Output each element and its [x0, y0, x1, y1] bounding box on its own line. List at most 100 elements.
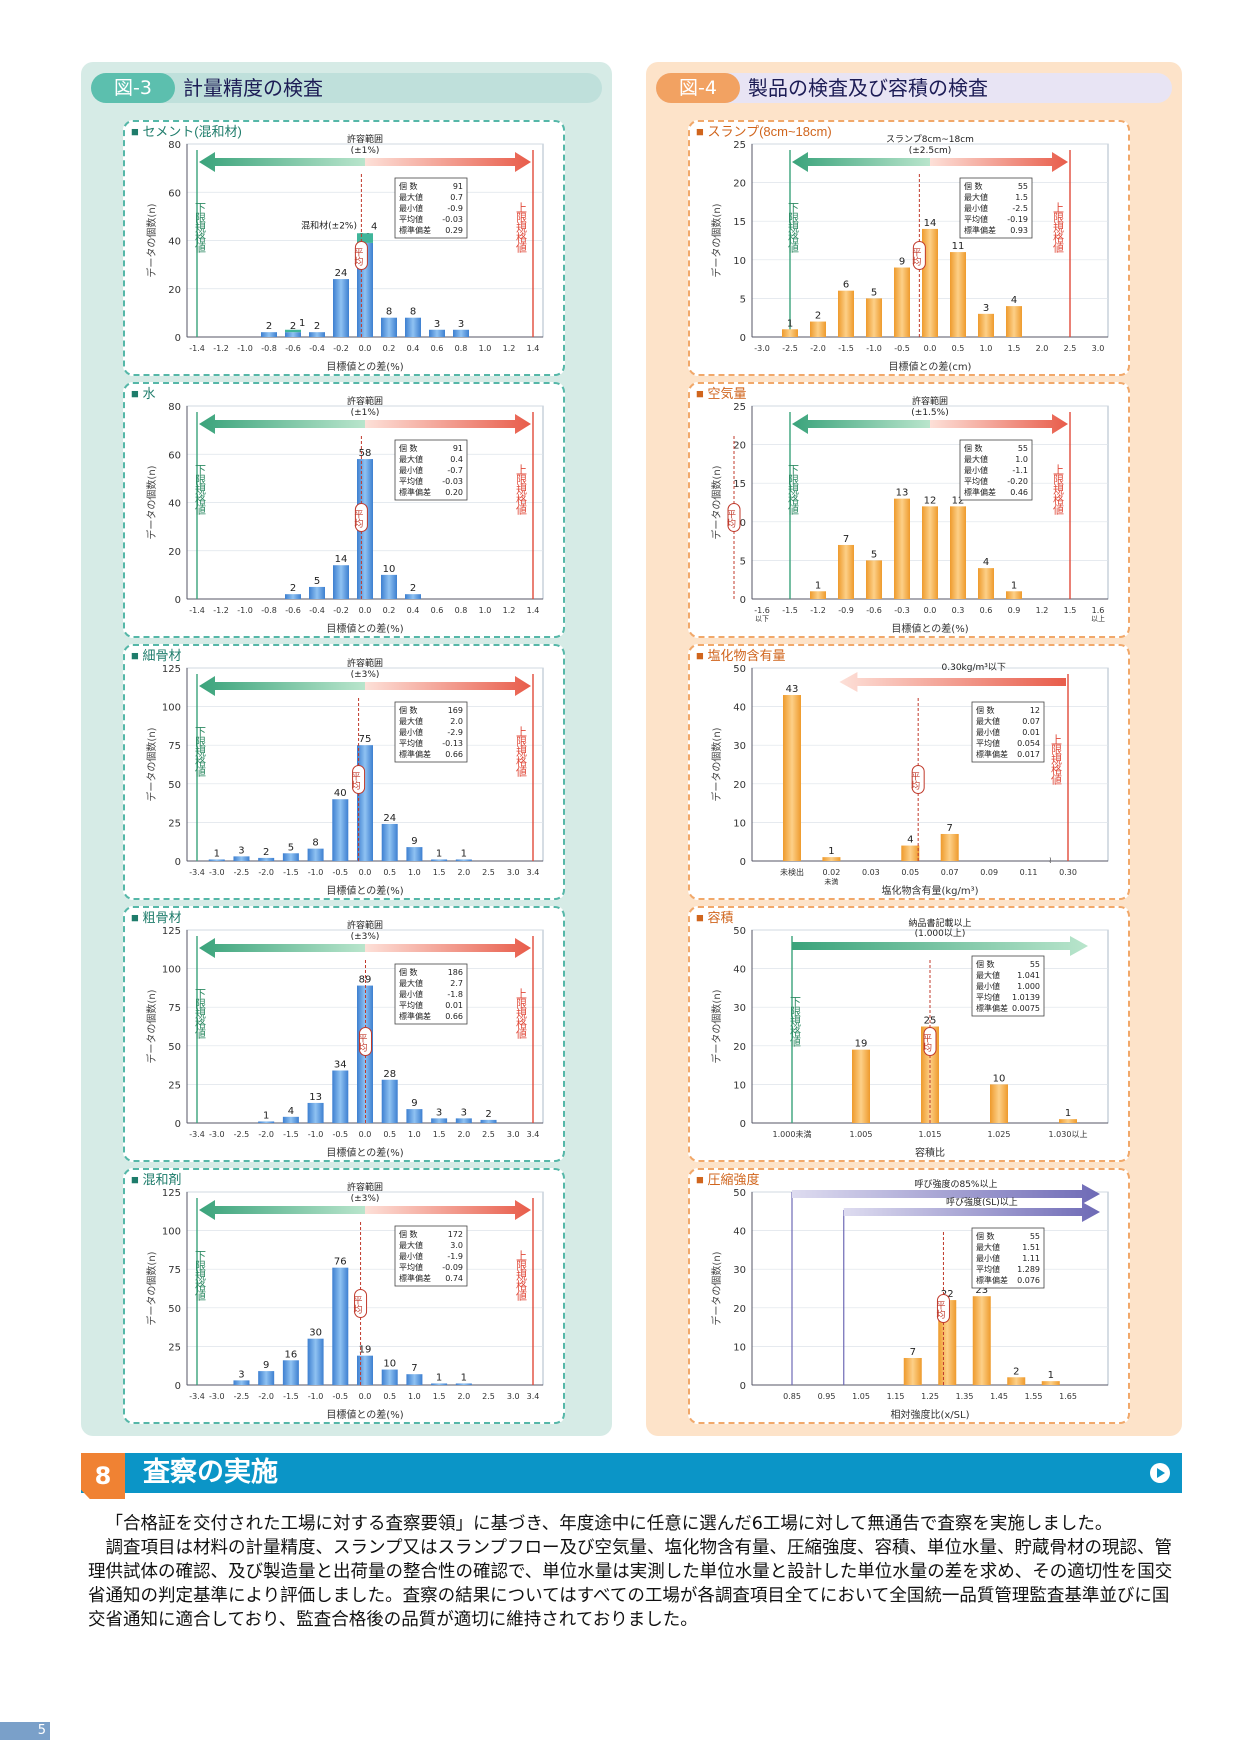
stats-label: 最小値 [976, 1253, 1000, 1263]
bar [282, 1116, 299, 1123]
x-tick-label: 0.0 [359, 1130, 372, 1139]
x-tick-label: -1.2 [810, 606, 826, 615]
x-tick-label: 0.5 [383, 1392, 396, 1401]
range-arrow-left [792, 152, 930, 172]
stats-label: 最大値 [976, 716, 1000, 726]
bar-value-label: 2 [485, 1109, 491, 1120]
stats-value: 0.017 [1017, 750, 1040, 759]
x-tick-label: -1.0 [237, 606, 253, 615]
bar [208, 859, 225, 861]
x-tick-label: -2.0 [258, 868, 274, 877]
y-axis-label: データの個数(n) [710, 989, 723, 1063]
chart-admixture: ■ 混和剤 0 25 50 75 100 125 目標値との差(%) データの個数(n) -3.4… [131, 1172, 544, 1421]
stats-label: 標準偏差 [399, 1273, 431, 1283]
chart-title: ■ 圧縮強度 [696, 1172, 759, 1187]
stats-box [959, 177, 1033, 239]
bar-value-label: 23 [975, 1285, 988, 1296]
stats-label: 標準偏差 [399, 749, 431, 759]
bar-value-label: 8 [410, 307, 416, 318]
limit-arrow-label: 納品書記載以上 [908, 917, 971, 929]
bar-value-label: 11 [952, 241, 965, 252]
bar-value-label: 7 [411, 1363, 417, 1374]
bar [309, 586, 325, 599]
x-tick-label: 1.15 [887, 1392, 905, 1401]
range-sublabel: (±3%) [351, 1194, 380, 1204]
stats-label: 平均値 [976, 992, 1000, 1002]
x-tick-label: 0.5 [383, 1130, 396, 1139]
range-label: 許容範囲 [347, 657, 383, 669]
bar-value-label: 2 [410, 583, 416, 594]
stats-label: 最大値 [964, 454, 988, 464]
x-tick-label: 0.4 [407, 606, 420, 615]
y-tick-label: 50 [733, 664, 746, 675]
stats-box [971, 1227, 1045, 1289]
stats-value: 0.7 [450, 193, 463, 202]
y-tick-label: 40 [733, 965, 746, 976]
stats-value: 1.51 [1022, 1243, 1040, 1252]
bar-value-label: 10 [383, 1359, 396, 1370]
limit-arrow [792, 936, 1088, 956]
play-icon[interactable] [1150, 1463, 1170, 1483]
stats-value: 1.289 [1017, 1265, 1040, 1274]
x-tick-label: -0.5 [332, 1392, 348, 1401]
stats-value: 169 [448, 706, 463, 715]
bar-value-label: 1 [1048, 1370, 1054, 1381]
bar-value-label: 4 [907, 835, 913, 846]
bar-value-label: 4 [983, 557, 989, 568]
y-tick-label: 0 [740, 1381, 746, 1392]
chart-strength: ■ 圧縮強度 0 10 20 30 40 50 相対強度比(x/SL) データの個数(n) 0.8… [696, 1172, 1109, 1421]
x-tick-label: 0.3 [952, 606, 965, 615]
stats-label: 個 数 [399, 181, 418, 191]
stats-label: 標準偏差 [976, 1003, 1008, 1013]
lower-limit-label: 下限規格値 [194, 988, 207, 1040]
stats-label: 平均値 [964, 214, 988, 224]
chart-card-chloride: ■ 塩化物含有量 0 10 20 30 40 50 塩化物含有量(kg/m³) データの個数(n… [688, 644, 1130, 900]
stats-box [971, 701, 1045, 763]
bar-value-label: 19 [855, 1039, 868, 1050]
y-tick-label: 0 [740, 1119, 746, 1130]
y-tick-label: 10 [733, 1342, 746, 1353]
stats-label: 平均値 [964, 476, 988, 486]
y-tick-label: 10 [733, 818, 746, 829]
figure-4-title: 製品の検査及び容積の検査 [748, 76, 988, 100]
stats-label: 最小値 [399, 989, 423, 999]
x-tick-sub: 以下 [755, 615, 769, 623]
stats-value: -0.13 [442, 739, 463, 748]
x-tick-label: -1.6 [754, 606, 770, 615]
bar [357, 1355, 373, 1385]
y-tick-label: 80 [168, 402, 181, 413]
bar-value-label: 58 [359, 448, 372, 459]
bar [950, 506, 966, 599]
bar-value-label: 14 [335, 554, 348, 565]
stats-value: 0.01 [1022, 728, 1040, 737]
x-tick-label: 1.25 [921, 1392, 939, 1401]
figure-4-header: 図-4 製品の検査及び容積の検査 [656, 73, 1172, 103]
y-tick-label: 20 [168, 285, 181, 296]
x-tick-label: -2.5 [234, 1130, 250, 1139]
stats-value: 1.5 [1015, 193, 1028, 202]
bar-value-label: 10 [993, 1073, 1006, 1084]
chart-cement: ■ セメント(混和材) 0 20 40 60 80 目標値との差(%) データの個数(n) -1… [131, 124, 544, 373]
bar-value-label: 6 [843, 280, 849, 291]
x-tick-label: -0.6 [285, 606, 301, 615]
chart-card-strength: ■ 圧縮強度 0 10 20 30 40 50 相対強度比(x/SL) データの個数(n) 0.8… [688, 1168, 1130, 1424]
x-axis-label: 目標値との差(%) [326, 1408, 403, 1421]
bar [429, 329, 445, 337]
bar [903, 1357, 922, 1385]
bar-value-label: 10 [383, 564, 396, 575]
stats-box [959, 439, 1033, 501]
x-tick-label: 1.0 [479, 606, 492, 615]
y-tick-label: 0 [175, 1119, 181, 1130]
bar [901, 845, 920, 861]
x-tick-label: 1.0 [479, 344, 492, 353]
lower-limit-label: 下限規格値 [194, 464, 207, 516]
bar [455, 1383, 472, 1385]
stats-value: 1.0 [1015, 455, 1028, 464]
stats-value: 0.46 [1010, 488, 1028, 497]
x-tick-label: 0.11 [1020, 868, 1038, 877]
mean-badge [727, 503, 741, 532]
stats-label: 個 数 [976, 705, 995, 715]
stats-label: 平均値 [399, 1000, 423, 1010]
stats-value: 0.07 [1022, 717, 1040, 726]
y-tick-label: 75 [168, 741, 181, 752]
